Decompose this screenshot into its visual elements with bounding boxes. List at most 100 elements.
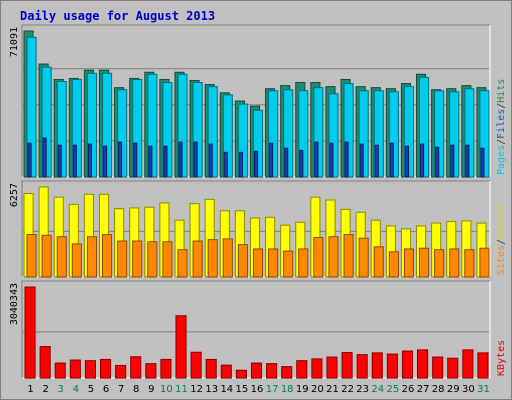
- bar-kbytes-kbytes-12: [190, 351, 202, 379]
- bar-hits-pages-11: [178, 141, 183, 178]
- x-tick-label: 1: [27, 384, 33, 395]
- bar-hits-pages-29: [450, 144, 455, 178]
- bar-visits-sites-15: [237, 244, 248, 278]
- x-tick-label: 18: [281, 384, 294, 395]
- bar-hits-pages-23: [359, 143, 364, 178]
- x-tick-label: 3: [58, 384, 64, 395]
- panel-visits: 6257 Sites/Visits: [9, 180, 507, 278]
- bar-visits-sites-14: [222, 238, 233, 278]
- bar-visits-sites-8: [132, 240, 143, 278]
- panel-max-label: 3040343: [9, 283, 20, 325]
- x-tick-label: 28: [432, 384, 445, 395]
- bar-visits-sites-13: [207, 239, 218, 278]
- x-tick-label: 10: [160, 384, 173, 395]
- x-tick-label: 26: [402, 384, 415, 395]
- bar-visits-sites-16: [252, 248, 264, 278]
- x-tick-label: 17: [266, 384, 279, 395]
- bar-hits-pages-31: [480, 147, 485, 178]
- legend-entry: /: [496, 103, 507, 109]
- bar-kbytes-kbytes-31: [477, 352, 489, 379]
- bar-hits-pages-25: [389, 142, 394, 178]
- legend-entry: Hits: [496, 79, 507, 103]
- x-tick-label: 16: [251, 384, 264, 395]
- bar-hits-pages-4: [72, 144, 77, 178]
- bar-kbytes-kbytes-1: [24, 286, 36, 379]
- bar-hits-pages-14: [223, 151, 228, 178]
- bar-hits-pages-16: [253, 150, 259, 178]
- legend-entry: /: [496, 239, 507, 245]
- bar-visits-sites-25: [388, 251, 399, 278]
- bar-hits-pages-27: [420, 143, 425, 178]
- x-axis-labels: 1 2 3 4 5 6 7 8 9 10 11 12 13 14 15 16 17 18 19 20 21 22 23 24 2…: [27, 384, 489, 395]
- bar-kbytes-kbytes-30: [462, 349, 474, 379]
- x-tick-label: 23: [356, 384, 369, 395]
- bar-visits-sites-6: [101, 234, 113, 278]
- bar-hits-pages-19: [299, 149, 304, 178]
- bar-hits-pages-8: [133, 142, 138, 178]
- bar-hits-pages-15: [238, 151, 243, 178]
- bar-kbytes-kbytes-17: [266, 363, 278, 379]
- bar-visits-sites-22: [343, 234, 354, 278]
- bar-visits-sites-7: [117, 240, 128, 278]
- bar-hits-pages-3: [57, 144, 62, 178]
- x-tick-label: 5: [88, 384, 94, 395]
- x-tick-label: 9: [148, 384, 154, 395]
- x-tick-label: 30: [462, 384, 475, 395]
- bar-visits-sites-26: [403, 248, 415, 278]
- panel-legend: Sites/Visits: [496, 203, 507, 275]
- legend-entry: Sites: [496, 245, 507, 275]
- bar-hits-pages-9: [148, 145, 153, 178]
- bar-kbytes-kbytes-4: [69, 359, 81, 379]
- bar-visits-sites-10: [162, 241, 173, 278]
- bar-kbytes-kbytes-19: [296, 360, 308, 379]
- chart-title: Daily usage for August 2013: [20, 9, 215, 23]
- bar-kbytes-kbytes-29: [447, 357, 459, 379]
- bar-kbytes-kbytes-23: [356, 354, 368, 379]
- bar-visits-sites-31: [479, 247, 490, 278]
- bar-kbytes-kbytes-7: [115, 364, 127, 379]
- legend-entry: /: [496, 139, 507, 145]
- bar-hits-pages-22: [344, 141, 349, 178]
- bar-kbytes-kbytes-16: [250, 362, 263, 379]
- bar-visits-sites-29: [449, 248, 460, 278]
- bar-visits-sites-19: [298, 248, 309, 278]
- x-tick-label: 8: [133, 384, 139, 395]
- bar-kbytes-kbytes-13: [205, 358, 217, 379]
- x-tick-label: 15: [236, 384, 249, 395]
- bar-visits-sites-4: [71, 243, 82, 278]
- x-tick-label: 4: [73, 384, 79, 395]
- panel-max-label: 6257: [9, 183, 20, 207]
- bar-hits-pages-18: [284, 147, 289, 178]
- bar-hits-pages-6: [102, 145, 108, 178]
- bar-kbytes-kbytes-26: [401, 350, 414, 379]
- x-tick-label: 6: [103, 384, 109, 395]
- bar-hits-pages-12: [193, 141, 198, 178]
- bar-hits-pages-7: [118, 141, 123, 178]
- bar-hits-pages-17: [269, 142, 274, 178]
- bar-kbytes-kbytes-15: [235, 369, 247, 379]
- x-tick-label: 2: [42, 384, 48, 395]
- bar-visits-sites-2: [41, 234, 52, 278]
- bar-visits-sites-28: [434, 249, 445, 278]
- bar-hits-pages-26: [404, 145, 410, 178]
- bar-hits-pages-1: [27, 142, 32, 178]
- panel-legend: KBytes: [496, 340, 507, 376]
- bar-kbytes-kbytes-24: [371, 352, 383, 379]
- panel-max-label: 71091: [9, 27, 20, 57]
- bar-hits-pages-20: [314, 141, 319, 178]
- bar-visits-sites-11: [177, 249, 188, 278]
- bar-visits-sites-21: [328, 236, 339, 278]
- x-tick-label: 24: [371, 384, 384, 395]
- bar-kbytes-kbytes-2: [39, 346, 51, 379]
- x-tick-label: 31: [477, 384, 490, 395]
- x-tick-label: 12: [190, 384, 203, 395]
- bar-visits-sites-18: [283, 250, 294, 278]
- bar-hits-pages-10: [163, 145, 168, 178]
- bar-visits-sites-27: [419, 247, 430, 278]
- bar-visits-sites-9: [147, 241, 158, 278]
- x-tick-label: 27: [417, 384, 430, 395]
- x-tick-label: 7: [118, 384, 124, 395]
- bar-kbytes-kbytes-14: [220, 364, 232, 379]
- bar-kbytes-kbytes-21: [326, 356, 338, 379]
